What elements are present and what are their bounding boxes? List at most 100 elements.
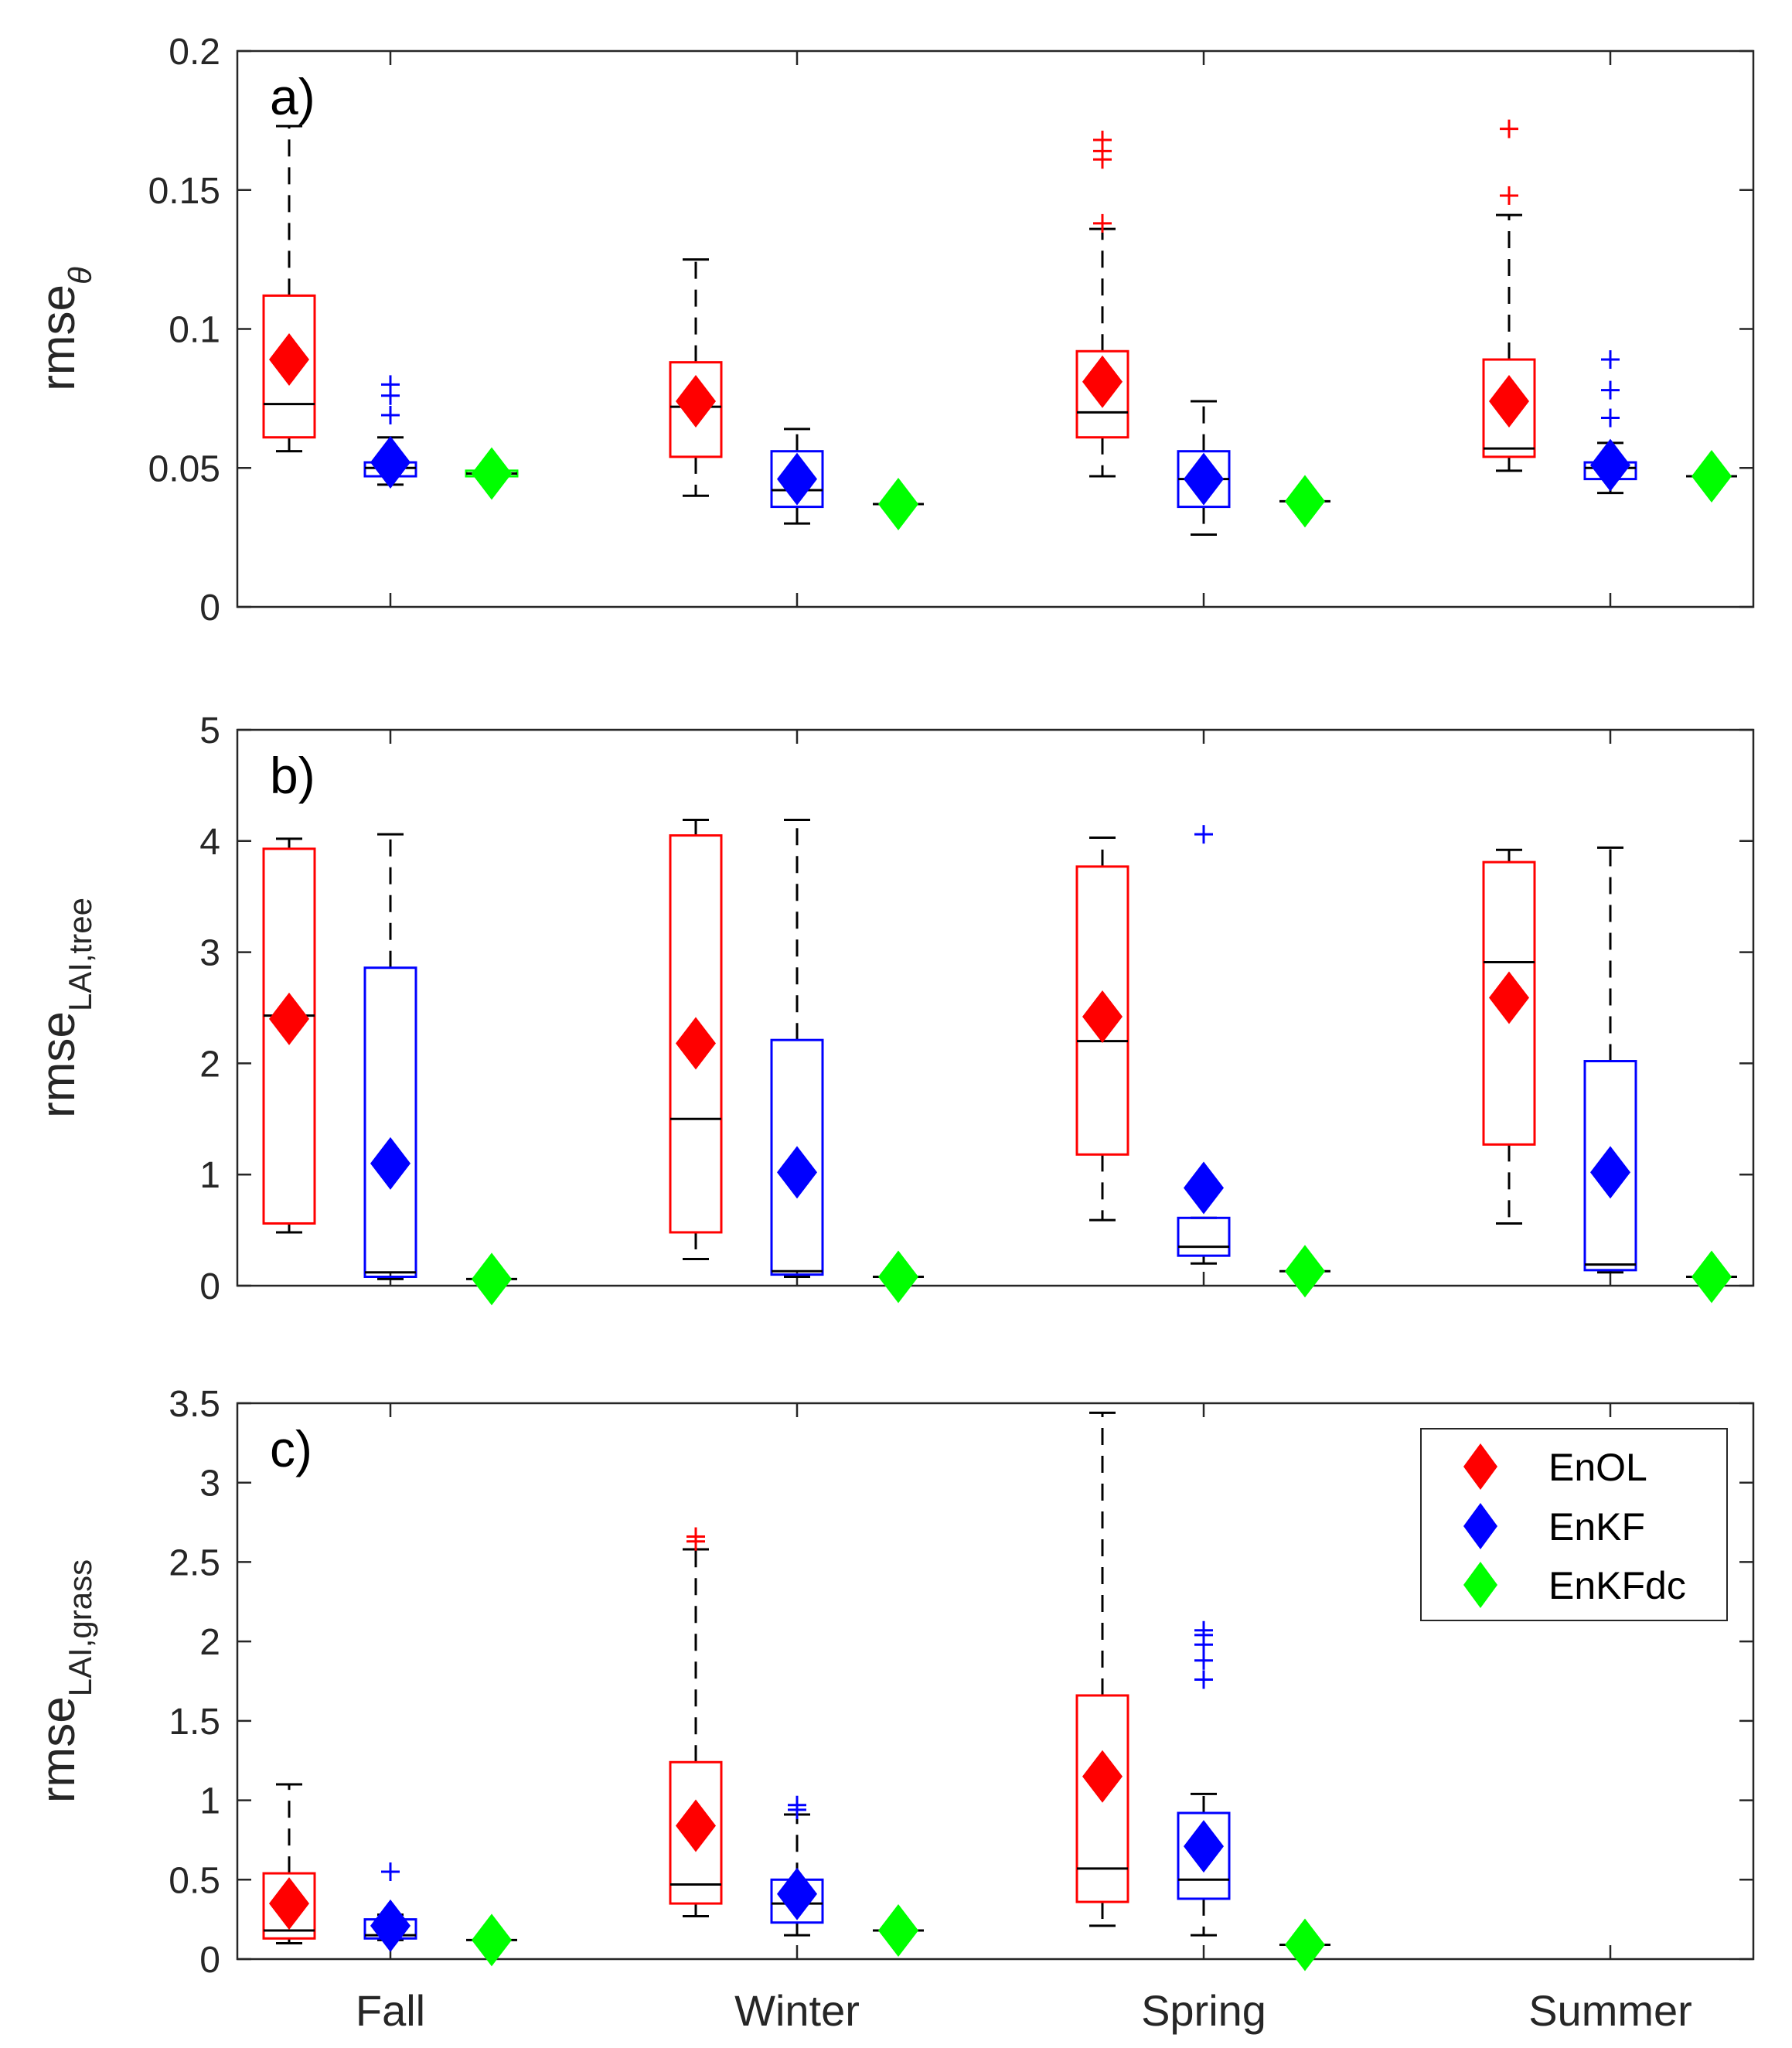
mean-marker — [878, 477, 918, 530]
outlier-marker — [788, 1795, 806, 1815]
box-enkf-spring — [1177, 825, 1231, 1265]
iqr-box — [1075, 865, 1129, 1156]
x-category-label: Summer — [1528, 1986, 1692, 2035]
x-category-label: Spring — [1141, 1986, 1266, 2035]
box-enol-winter — [669, 1527, 723, 1918]
box-enol-summer — [1482, 848, 1536, 1225]
iqr-box — [262, 1872, 316, 1940]
mean-marker — [777, 452, 817, 506]
y-tick-label: 0.1 — [169, 310, 220, 351]
box-enkf-spring — [1177, 1620, 1231, 1937]
mean-marker — [269, 1877, 309, 1930]
legend-item-enkf: EnKF — [1463, 1503, 1645, 1549]
box-enkfdc-summer — [1686, 1250, 1737, 1303]
legend-item-enol: EnOL — [1463, 1443, 1647, 1490]
mean-marker — [1590, 1146, 1630, 1199]
box-enol-fall — [262, 124, 316, 453]
outlier-marker — [1601, 408, 1620, 428]
box-enkfdc-spring — [1279, 475, 1330, 528]
iqr-box — [770, 450, 824, 509]
box-enkf-summer — [1583, 846, 1637, 1274]
y-tick-label: 1 — [199, 1155, 220, 1196]
iqr-box — [262, 847, 316, 1225]
box-enkf-fall — [363, 833, 417, 1280]
y-axis-label: rmseLAI,tree — [32, 898, 98, 1118]
outlier-marker — [1194, 1651, 1213, 1670]
mean-marker — [1590, 438, 1630, 492]
y-tick-label: 2 — [199, 1622, 220, 1663]
y-tick-label: 5 — [199, 710, 220, 751]
mean-marker — [676, 1017, 716, 1070]
mean-marker — [1691, 1250, 1732, 1303]
box-enol-spring — [1075, 1411, 1129, 1927]
mean-marker — [370, 1899, 411, 1952]
box-enkf-fall — [363, 1862, 417, 1952]
box-enkfdc-spring — [1279, 1918, 1330, 1971]
mean-marker — [878, 1904, 918, 1958]
mean-marker — [1691, 450, 1732, 503]
y-tick-label: 0.5 — [169, 1860, 220, 1901]
mean-marker — [1082, 990, 1123, 1044]
iqr-box — [770, 1038, 824, 1276]
outlier-marker — [1601, 380, 1620, 400]
x-category-label: Fall — [356, 1986, 425, 2035]
y-tick-label: 2 — [199, 1044, 220, 1085]
legend-label: EnKF — [1548, 1505, 1645, 1549]
box-enkfdc-fall — [465, 447, 519, 500]
mean-marker — [1285, 1918, 1325, 1971]
y-tick-label: 1.5 — [169, 1702, 220, 1743]
iqr-box — [669, 1760, 723, 1905]
outlier-marker — [1194, 825, 1213, 844]
box-enkf-winter — [770, 1795, 824, 1937]
mean-marker — [1285, 1245, 1325, 1298]
mean-marker — [1489, 374, 1529, 428]
panel-label: a) — [270, 68, 315, 125]
plot-area — [236, 728, 1755, 1287]
mean-marker — [1285, 475, 1325, 528]
mean-marker — [472, 1913, 512, 1967]
outlier-marker — [381, 375, 400, 394]
panel-a: 0 0.05 0.1 0.15 0.2 a) rmseθ — [32, 32, 1755, 629]
y-tick-label: 0.2 — [169, 32, 220, 73]
outlier-marker — [1194, 1620, 1213, 1640]
iqr-box — [669, 361, 723, 458]
y-tick-label: 3 — [199, 1464, 220, 1504]
x-category-label: Winter — [734, 1986, 860, 2035]
legend: EnOL EnKF EnKFdc — [1420, 1428, 1728, 1621]
box-enkfdc-winter — [873, 1250, 924, 1303]
iqr-box — [262, 294, 316, 439]
plot-area — [236, 49, 1755, 608]
mean-marker — [777, 1146, 817, 1199]
y-tick-label: 0.15 — [148, 171, 220, 212]
y-tick-label: 2.5 — [169, 1542, 220, 1583]
mean-marker — [777, 1867, 817, 1920]
box-enkf-fall — [363, 375, 417, 489]
iqr-box — [669, 834, 723, 1234]
box-enkf-winter — [770, 428, 824, 525]
y-tick-label: 0 — [199, 588, 220, 629]
y-tick-label: 0 — [199, 1266, 220, 1307]
iqr-box — [1583, 1060, 1637, 1272]
mean-marker — [1489, 971, 1529, 1024]
panel-c: 0 0.5 1 1.5 2 2.5 3 3.5 c) rmseLAI,grass Fall Winte… — [32, 1384, 1755, 2035]
y-tick-label: 3 — [199, 933, 220, 974]
box-enkfdc-spring — [1279, 1245, 1330, 1298]
mean-marker — [269, 992, 309, 1045]
outlier-marker — [381, 1862, 400, 1882]
y-tick-label: 0.05 — [148, 448, 220, 489]
mean-marker — [269, 333, 309, 387]
iqr-box — [1177, 1811, 1231, 1900]
box-enkfdc-fall — [466, 1252, 517, 1306]
y-axis-label: rmseθ — [32, 267, 98, 391]
mean-marker — [370, 436, 411, 489]
box-enkf-winter — [770, 818, 824, 1278]
mean-marker — [472, 447, 512, 500]
mean-marker — [1184, 1161, 1224, 1215]
mean-marker — [676, 1799, 716, 1852]
box-enkfdc-winter — [873, 1904, 924, 1958]
outlier-marker — [1500, 119, 1518, 138]
iqr-box — [363, 966, 417, 1278]
outlier-marker — [1093, 131, 1112, 150]
mean-marker — [370, 1136, 411, 1190]
